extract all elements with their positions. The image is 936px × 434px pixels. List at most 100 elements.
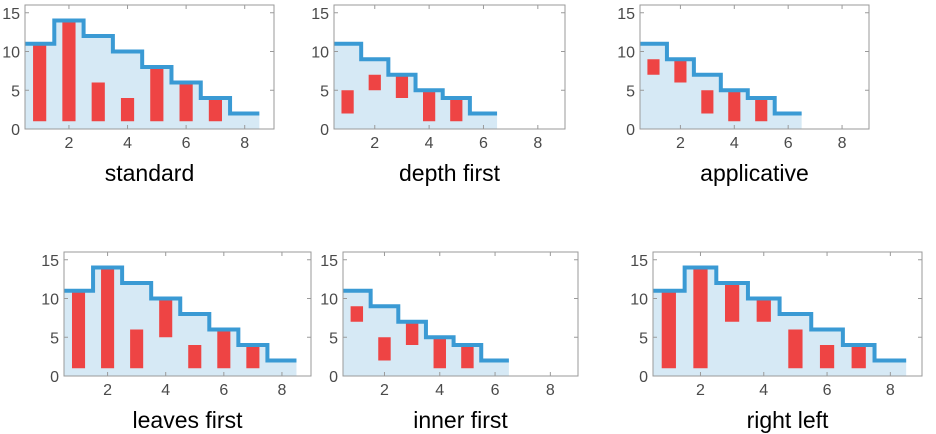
- bar: [91, 82, 105, 122]
- x-tick-label: 8: [277, 382, 286, 399]
- bar: [423, 90, 436, 122]
- bar: [724, 283, 740, 322]
- panel-title: right left: [746, 407, 829, 433]
- x-tick-label: 4: [435, 382, 444, 399]
- y-tick-label: 10: [311, 45, 329, 62]
- y-tick-label: 15: [311, 6, 329, 23]
- x-tick-label: 8: [240, 135, 249, 152]
- x-tick-label: 8: [838, 135, 847, 152]
- bar: [788, 329, 803, 369]
- bar: [217, 329, 231, 369]
- bar: [701, 90, 714, 114]
- panel-title: inner first: [413, 407, 508, 433]
- plot-frame: [63, 251, 312, 377]
- x-tick-label: 8: [886, 382, 895, 399]
- y-tick-label: 10: [320, 292, 338, 309]
- x-tick-label: 6: [491, 382, 500, 399]
- chart-plot: 2 4 6 8 0 5 10 15: [617, 4, 870, 152]
- y-tick-label: 10: [2, 45, 20, 62]
- y-tick-label: 15: [2, 6, 20, 23]
- panel-title: leaves first: [132, 407, 243, 433]
- y-tick-label: 10: [617, 45, 635, 62]
- bar: [101, 267, 115, 369]
- bar: [851, 345, 866, 369]
- y-tick-label: 15: [617, 6, 635, 23]
- bar: [755, 98, 768, 122]
- panel-title: standard: [104, 160, 195, 186]
- chart-plot: 2 4 6 8 0 5 10 15: [320, 251, 579, 399]
- step-line: [25, 18, 260, 116]
- bar: [341, 90, 354, 114]
- y-tick-label: 0: [329, 369, 338, 386]
- y-tick-label: 5: [639, 330, 648, 347]
- y-tick-label: 5: [50, 330, 59, 347]
- y-tick-label: 15: [320, 253, 338, 270]
- plot-frame: [652, 251, 923, 377]
- bar: [693, 267, 708, 369]
- x-tick-label: 2: [103, 382, 112, 399]
- y-tick-label: 10: [630, 292, 648, 309]
- step-area: [64, 267, 297, 376]
- panel-title: applicative: [700, 160, 809, 186]
- bar: [405, 321, 419, 345]
- step-area: [25, 20, 260, 129]
- y-tick-label: 0: [320, 122, 329, 139]
- chart-plot: 2 4 6 8 0 5 10 15: [41, 251, 312, 399]
- step-line: [653, 265, 907, 363]
- bar: [819, 345, 835, 369]
- x-tick-label: 8: [546, 382, 555, 399]
- bar: [62, 20, 76, 122]
- bar: [647, 59, 660, 75]
- step-line: [640, 41, 802, 116]
- bar: [350, 306, 364, 322]
- bar: [33, 43, 47, 122]
- step-line: [343, 288, 509, 363]
- step-line: [64, 265, 297, 363]
- chart-panel: 2 4 6 8 0 5 10 15 applicative: [617, 4, 870, 186]
- x-tick-label: 8: [533, 135, 542, 152]
- x-tick-label: 2: [696, 382, 705, 399]
- x-tick-label: 2: [370, 135, 379, 152]
- y-tick-label: 0: [626, 122, 635, 139]
- chart-plot: 2 4 6 8 0 5 10 15: [311, 4, 566, 152]
- bar: [433, 337, 446, 369]
- x-tick-label: 4: [161, 382, 170, 399]
- x-tick-label: 4: [730, 135, 739, 152]
- y-tick-label: 15: [630, 253, 648, 270]
- y-tick-label: 0: [50, 369, 59, 386]
- x-tick-label: 2: [64, 135, 73, 152]
- bar: [188, 345, 202, 369]
- x-tick-label: 6: [823, 382, 832, 399]
- panel-title: depth first: [399, 160, 500, 186]
- y-tick-label: 15: [41, 253, 59, 270]
- x-tick-label: 6: [219, 382, 228, 399]
- bar: [150, 67, 164, 122]
- y-tick-label: 5: [626, 83, 635, 100]
- plot-frame: [333, 4, 566, 130]
- y-tick-label: 0: [639, 369, 648, 386]
- bar: [674, 59, 687, 83]
- bar: [159, 298, 173, 338]
- y-tick-label: 5: [329, 330, 338, 347]
- y-tick-label: 5: [320, 83, 329, 100]
- step-area: [653, 267, 907, 376]
- x-tick-label: 6: [182, 135, 191, 152]
- step-line: [334, 41, 498, 116]
- chart-panel: 2 4 6 8 0 5 10 15 inner first: [320, 251, 579, 433]
- bar: [120, 98, 135, 122]
- chart-panel: 2 4 6 8 0 5 10 15 depth first: [311, 4, 566, 186]
- y-tick-label: 0: [11, 122, 20, 139]
- bar: [450, 98, 463, 122]
- bar: [461, 345, 474, 369]
- y-tick-label: 10: [41, 292, 59, 309]
- bar: [728, 90, 741, 122]
- bar: [378, 337, 391, 361]
- bar: [130, 329, 144, 369]
- chart-panel: 2 4 6 8 0 5 10 15 leaves first: [41, 251, 312, 433]
- bar: [368, 74, 381, 91]
- x-tick-label: 4: [759, 382, 768, 399]
- plot-frame: [24, 4, 275, 130]
- plot-frame: [639, 4, 870, 130]
- y-tick-label: 5: [11, 83, 20, 100]
